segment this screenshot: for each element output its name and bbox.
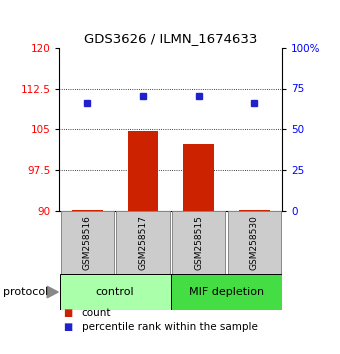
Bar [128, 131, 158, 211]
Bar [228, 211, 281, 274]
Polygon shape [47, 286, 58, 298]
Text: protocol: protocol [3, 287, 49, 297]
Text: ■: ■ [63, 308, 72, 318]
Text: GSM258530: GSM258530 [250, 215, 259, 270]
Text: percentile rank within the sample: percentile rank within the sample [82, 322, 257, 332]
Bar [72, 210, 103, 211]
Bar [171, 274, 282, 310]
Text: ■: ■ [63, 322, 72, 332]
Bar [61, 211, 114, 274]
Text: count: count [82, 308, 111, 318]
Text: GSM258515: GSM258515 [194, 215, 203, 270]
Bar [183, 144, 214, 211]
Text: MIF depletion: MIF depletion [189, 287, 264, 297]
Title: GDS3626 / ILMN_1674633: GDS3626 / ILMN_1674633 [84, 32, 257, 45]
Bar [59, 274, 171, 310]
Bar [172, 211, 225, 274]
Text: GSM258516: GSM258516 [83, 215, 92, 270]
Text: GSM258517: GSM258517 [138, 215, 148, 270]
Bar [239, 210, 270, 211]
Bar [116, 211, 170, 274]
Text: control: control [96, 287, 135, 297]
